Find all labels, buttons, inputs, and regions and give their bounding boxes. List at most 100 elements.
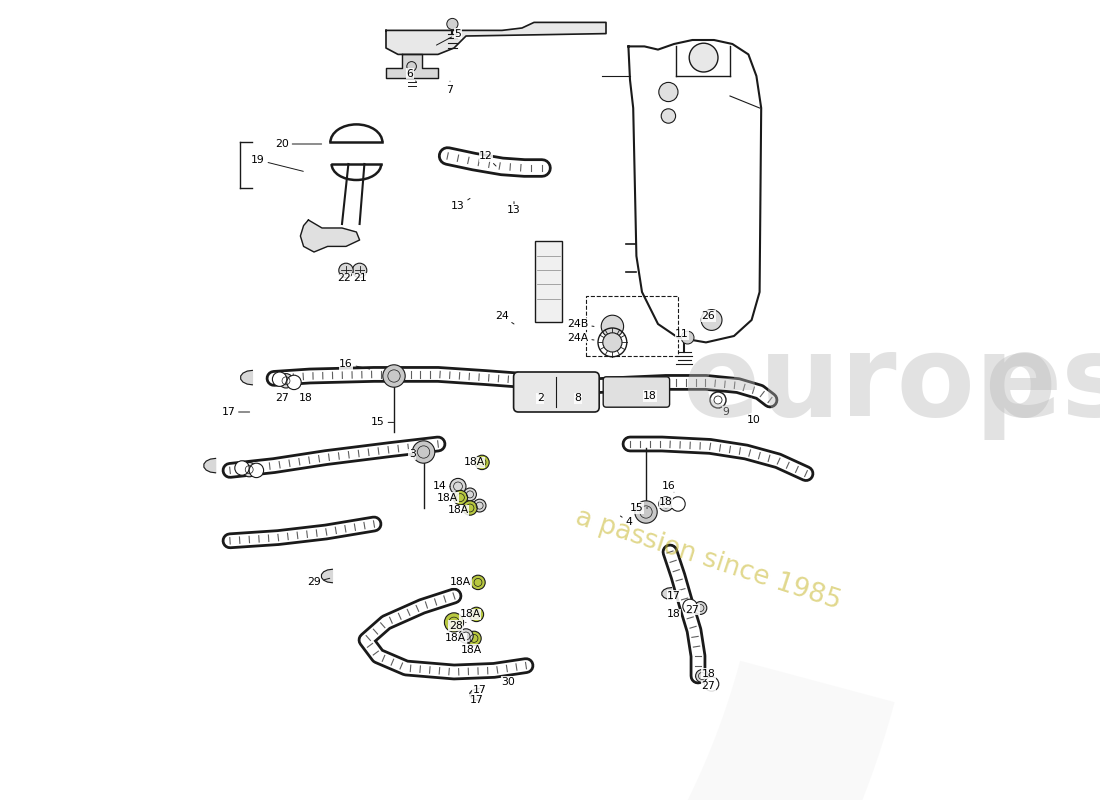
Polygon shape (300, 220, 360, 252)
Text: 27: 27 (702, 682, 715, 691)
Circle shape (383, 365, 405, 387)
Text: 19: 19 (251, 155, 304, 171)
Circle shape (242, 462, 256, 477)
Circle shape (659, 497, 673, 511)
Text: 18A: 18A (448, 506, 469, 515)
Circle shape (695, 670, 708, 682)
Polygon shape (321, 570, 332, 582)
FancyBboxPatch shape (514, 372, 600, 412)
Text: 14: 14 (432, 482, 450, 491)
Circle shape (704, 677, 718, 691)
Text: 12: 12 (480, 151, 496, 166)
Text: 18A: 18A (437, 493, 459, 502)
Polygon shape (386, 54, 438, 78)
Text: 5: 5 (437, 29, 461, 45)
Text: 17: 17 (667, 591, 681, 601)
Circle shape (352, 263, 366, 278)
Polygon shape (204, 458, 216, 473)
Text: 13: 13 (507, 202, 521, 214)
Circle shape (234, 461, 250, 475)
Polygon shape (241, 370, 252, 385)
Text: 10: 10 (747, 414, 761, 425)
Circle shape (683, 599, 697, 614)
Text: 13: 13 (451, 198, 470, 211)
Text: 22: 22 (337, 270, 351, 283)
Circle shape (463, 488, 476, 501)
Text: 26: 26 (702, 311, 715, 321)
Text: 27: 27 (685, 605, 700, 614)
Circle shape (412, 441, 434, 463)
Circle shape (694, 602, 707, 614)
Polygon shape (662, 587, 672, 600)
Polygon shape (0, 661, 894, 800)
Circle shape (444, 613, 463, 632)
Circle shape (287, 375, 301, 390)
Text: 20: 20 (275, 139, 321, 149)
Text: 29: 29 (307, 578, 330, 587)
Polygon shape (628, 40, 761, 342)
Text: 17: 17 (473, 685, 486, 694)
Circle shape (659, 82, 678, 102)
Text: 21: 21 (353, 270, 366, 283)
Text: 16: 16 (339, 359, 370, 369)
Circle shape (471, 575, 485, 590)
Circle shape (278, 374, 294, 388)
Text: 18: 18 (644, 391, 657, 401)
Text: 17: 17 (221, 407, 250, 417)
Text: 24: 24 (495, 311, 514, 324)
Text: 24A: 24A (568, 333, 594, 342)
Circle shape (407, 62, 417, 71)
Text: 28: 28 (449, 621, 466, 630)
Text: a passion since 1985: a passion since 1985 (572, 505, 844, 615)
Text: 18: 18 (702, 669, 715, 678)
Circle shape (671, 497, 685, 511)
Circle shape (475, 455, 490, 470)
Text: 18A: 18A (446, 634, 466, 643)
Circle shape (710, 392, 726, 408)
Bar (586, 296, 678, 356)
Circle shape (701, 310, 722, 330)
Text: 8: 8 (574, 394, 582, 403)
Circle shape (459, 629, 473, 643)
Text: europ: europ (682, 329, 1056, 439)
Circle shape (463, 501, 477, 515)
Circle shape (339, 263, 353, 278)
Polygon shape (470, 688, 480, 701)
Circle shape (450, 478, 466, 494)
Text: 18A: 18A (450, 578, 471, 587)
Text: 24B: 24B (568, 319, 594, 329)
Text: 2: 2 (537, 394, 543, 403)
FancyBboxPatch shape (535, 242, 562, 322)
Circle shape (602, 315, 624, 338)
Text: 18: 18 (299, 394, 312, 403)
Text: 27: 27 (275, 394, 289, 403)
Circle shape (603, 333, 622, 352)
Circle shape (473, 499, 486, 512)
Text: 30: 30 (502, 677, 515, 686)
Text: es: es (984, 329, 1100, 439)
Circle shape (466, 631, 481, 646)
Text: 3: 3 (409, 450, 416, 459)
Circle shape (250, 463, 264, 478)
Circle shape (635, 501, 657, 523)
Circle shape (470, 607, 484, 622)
Text: 18A: 18A (463, 458, 485, 467)
Text: 16: 16 (661, 482, 675, 492)
Circle shape (661, 109, 675, 123)
Text: 9: 9 (719, 407, 729, 417)
Text: 11: 11 (675, 330, 689, 339)
Text: 4: 4 (620, 516, 631, 526)
Circle shape (681, 331, 694, 344)
Circle shape (690, 43, 718, 72)
Circle shape (447, 18, 458, 30)
Circle shape (453, 490, 468, 505)
Circle shape (273, 372, 287, 386)
Text: 18: 18 (667, 610, 681, 619)
Polygon shape (386, 22, 606, 54)
Text: 18A: 18A (461, 645, 482, 654)
Text: 6: 6 (407, 69, 416, 82)
Text: 18A: 18A (460, 610, 481, 619)
Text: 15: 15 (371, 418, 394, 427)
FancyBboxPatch shape (603, 377, 670, 407)
Text: 7: 7 (447, 81, 453, 94)
